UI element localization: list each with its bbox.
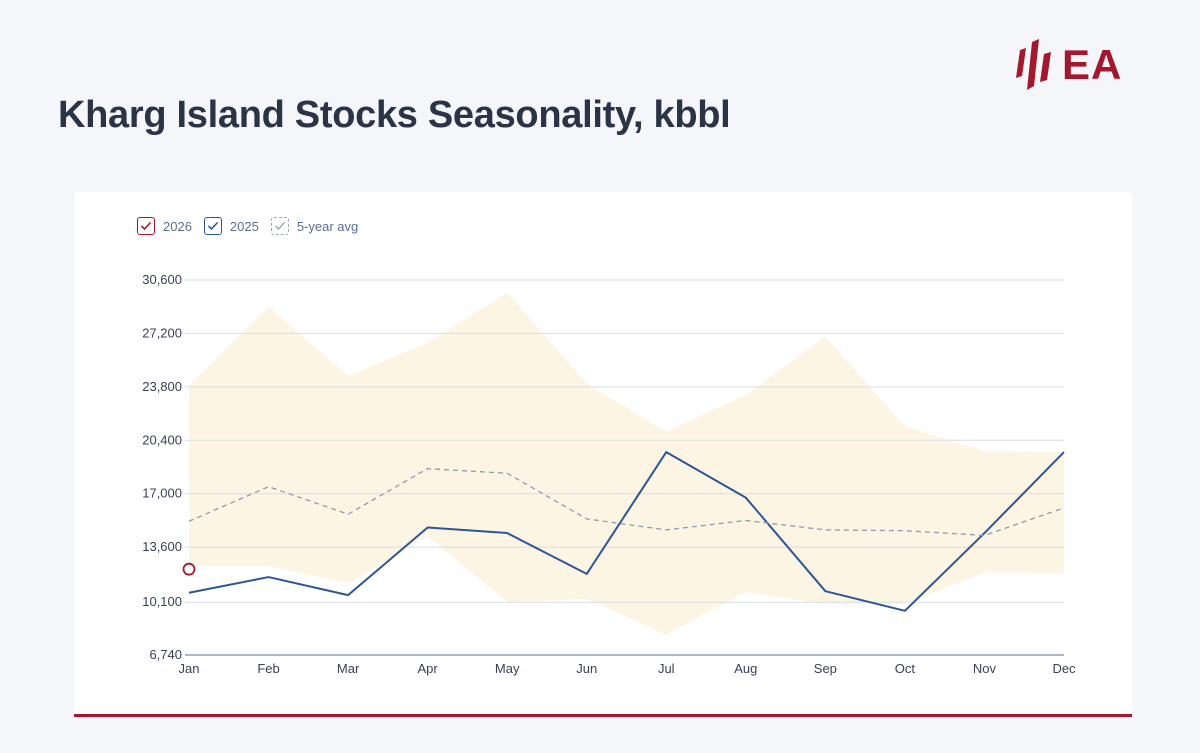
legend-item-5yr-avg[interactable]: 5-year avg (270, 217, 359, 235)
x-tick-label: Jun (576, 661, 597, 676)
check-icon (207, 221, 219, 231)
ea-logo-icon (1016, 39, 1051, 90)
y-tick-label: 13,600 (142, 539, 182, 554)
legend-label-5yr-avg: 5-year avg (296, 218, 359, 234)
series-point-2026 (182, 562, 196, 576)
legend-label-2025: 2025 (229, 218, 259, 234)
y-tick-label: 20,400 (142, 432, 182, 447)
range-band-area (189, 292, 1064, 635)
x-tick-label: Jan (179, 661, 200, 676)
legend-item-2026[interactable]: 2026 (137, 217, 192, 235)
x-tick-label: May (495, 661, 520, 676)
x-tick-label: Oct (895, 661, 916, 676)
check-icon (140, 221, 152, 231)
chart-legend: 2026 2025 5-year avg (137, 217, 370, 235)
y-tick-label: 6,740 (149, 647, 182, 662)
check-icon (274, 222, 285, 231)
y-tick-label: 23,800 (142, 379, 182, 394)
x-tick-label: Dec (1052, 661, 1076, 676)
x-tick-label: Feb (257, 661, 279, 676)
legend-checkbox-2025[interactable] (203, 217, 222, 235)
x-tick-label: Aug (734, 661, 757, 676)
legend-label-2026: 2026 (163, 218, 192, 234)
brand-logo: EA (1010, 36, 1122, 94)
card-accent-border (74, 714, 1132, 717)
y-tick-label: 17,000 (142, 486, 182, 501)
logo-text: EA (1062, 41, 1123, 88)
series-line-5-year-avg (188, 467, 1065, 537)
x-tick-label: Mar (337, 661, 360, 676)
legend-item-2025[interactable]: 2025 (203, 217, 259, 235)
legend-checkbox-2026[interactable] (137, 217, 155, 235)
page-title: Kharg Island Stocks Seasonality, kbbl (58, 94, 731, 136)
y-tick-label: 30,600 (142, 272, 182, 287)
series-line-2025 (188, 451, 1065, 612)
x-tick-label: Nov (973, 661, 997, 676)
y-tick-label: 10,100 (142, 594, 182, 609)
y-tick-label: 27,200 (142, 325, 182, 340)
x-tick-label: Apr (418, 661, 439, 676)
x-tick-label: Jul (658, 661, 675, 676)
x-tick-label: Sep (814, 661, 837, 676)
legend-checkbox-5yr-avg[interactable] (270, 217, 289, 235)
